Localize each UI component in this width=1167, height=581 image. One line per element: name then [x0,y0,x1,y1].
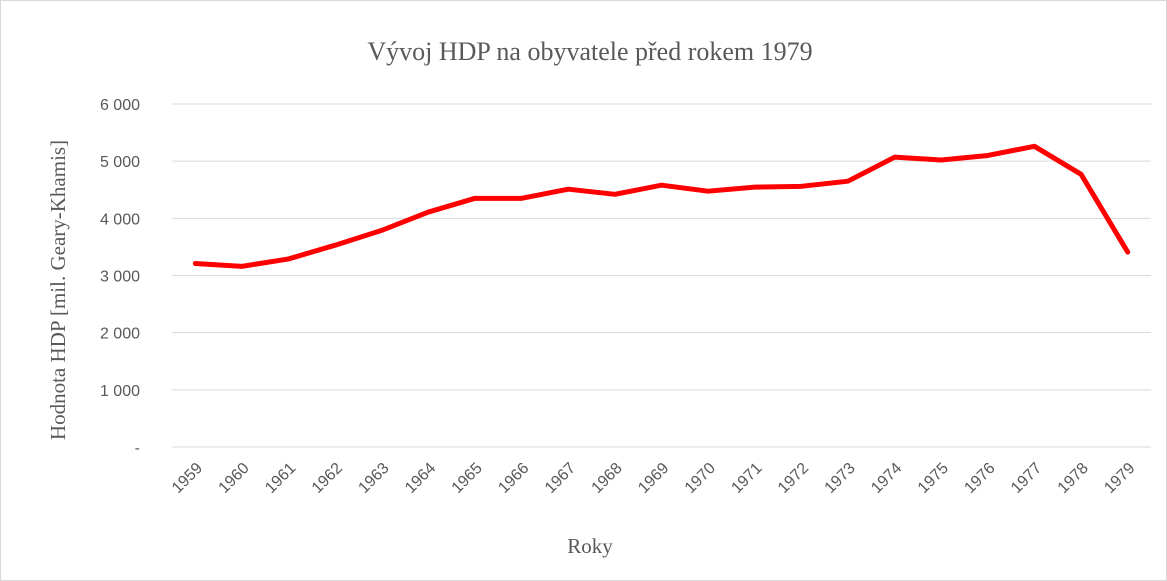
chart-title: Vývoj HDP na obyvatele před rokem 1979 [367,37,812,66]
x-axis-title: Roky [567,534,613,558]
y-tick-label: - [135,440,140,457]
y-tick-label: 2 000 [100,326,140,343]
y-tick-label: 3 000 [100,269,140,286]
y-axis-title: Hodnota HDP [mil. Geary-Khamis] [46,140,70,440]
y-tick-label: 5 000 [100,154,140,171]
line-series [192,143,1131,269]
y-tick-label: 1 000 [100,383,140,400]
y-tick-label: 6 000 [100,97,140,114]
y-tick-label: 4 000 [100,211,140,228]
